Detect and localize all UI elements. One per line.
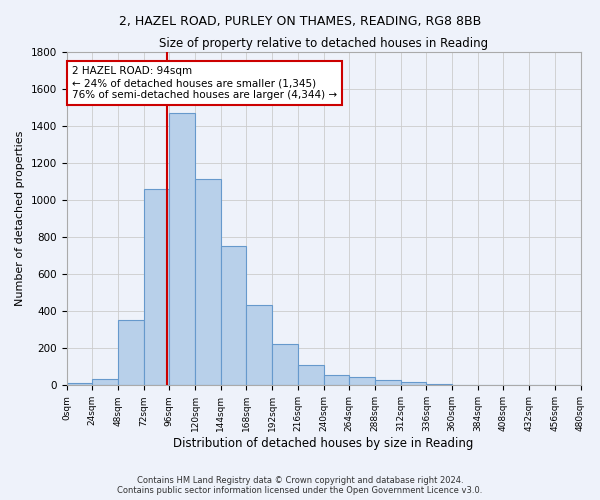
Bar: [169, 113, 195, 386]
Bar: [323, 375, 349, 386]
Bar: [92, 379, 118, 386]
Bar: [272, 344, 298, 386]
Y-axis label: Number of detached properties: Number of detached properties: [15, 131, 25, 306]
Text: Contains HM Land Registry data © Crown copyright and database right 2024.
Contai: Contains HM Land Registry data © Crown c…: [118, 476, 482, 495]
Bar: [118, 320, 143, 386]
Bar: [247, 304, 272, 386]
Bar: [143, 189, 169, 386]
Text: 2, HAZEL ROAD, PURLEY ON THAMES, READING, RG8 8BB: 2, HAZEL ROAD, PURLEY ON THAMES, READING…: [119, 15, 481, 28]
Title: Size of property relative to detached houses in Reading: Size of property relative to detached ho…: [159, 38, 488, 51]
Bar: [195, 178, 221, 386]
Bar: [349, 377, 375, 386]
Text: 2 HAZEL ROAD: 94sqm
← 24% of detached houses are smaller (1,345)
76% of semi-det: 2 HAZEL ROAD: 94sqm ← 24% of detached ho…: [72, 66, 337, 100]
X-axis label: Distribution of detached houses by size in Reading: Distribution of detached houses by size …: [173, 437, 474, 450]
Bar: [221, 246, 247, 386]
Bar: [298, 365, 323, 386]
Bar: [401, 382, 427, 386]
Bar: [427, 384, 452, 386]
Bar: [67, 384, 92, 386]
Bar: [375, 380, 401, 386]
